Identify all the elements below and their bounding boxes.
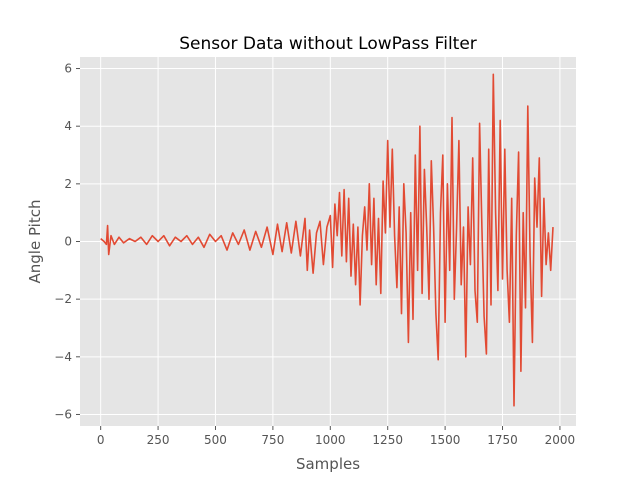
y-tick-label: 6	[64, 62, 72, 76]
x-tick-label: 250	[147, 433, 170, 447]
y-tick-label: −4	[54, 350, 72, 364]
x-tick-label: 0	[97, 433, 105, 447]
x-tick-label: 1250	[372, 433, 403, 447]
y-tick-label: −6	[54, 407, 72, 421]
x-tick-label: 1750	[487, 433, 518, 447]
x-tick-label: 500	[204, 433, 227, 447]
y-tick-label: 0	[64, 235, 72, 249]
x-tick-label: 750	[261, 433, 284, 447]
chart-title: Sensor Data without LowPass Filter	[179, 34, 477, 54]
x-tick-label: 1000	[315, 433, 346, 447]
series-line-0	[100, 73, 554, 407]
grid	[80, 57, 576, 426]
y-tick-label: −2	[54, 292, 72, 306]
x-tick-label: 1500	[430, 433, 461, 447]
x-axis-label: Samples	[296, 455, 360, 473]
x-tick-label: 2000	[545, 433, 576, 447]
x-axis: 0 250 500 750 1000 1250 1500 1750 2000	[97, 426, 575, 447]
y-tick-label: 4	[64, 119, 72, 133]
y-axis: −6 −4 −2 0 2 4 6	[54, 62, 80, 421]
series-layer	[100, 73, 554, 407]
y-axis-label: Angle Pitch	[26, 200, 44, 284]
y-tick-label: 2	[64, 177, 72, 191]
